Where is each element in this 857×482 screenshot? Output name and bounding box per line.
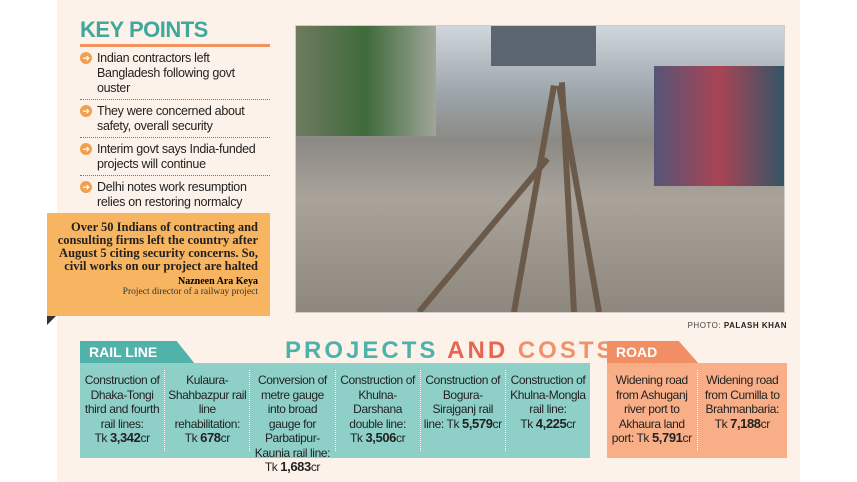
road-projects: Widening road from Ashuganj river port t… [607,363,787,458]
quote-author: Nazneen Ara Keya [178,276,258,287]
rail-projects: Construction of Dhaka-Tongi third and fo… [80,363,590,474]
quote-tail [47,316,56,325]
photo-stalls [654,66,784,186]
project-description: Construction of Khulna-Darshana double l… [340,373,415,431]
projects-heading: PROJECTS AND COSTS [285,337,616,364]
photo-credit: PHOTO: PALASH KHAN [687,321,787,330]
arrow-bullet-icon: ➔ [80,105,92,117]
project-description: Construction of Khulna-Mongla rail line: [510,373,586,416]
photo-rail [556,84,602,312]
project-item: Widening road from Ashuganj river port t… [607,370,698,451]
project-description: Conversion of metre gauge into broad gau… [254,373,331,460]
road-tab: ROAD [607,341,699,364]
key-point: ➔ They were concerned about safety, overa… [80,100,270,138]
railway-photo [295,25,785,313]
project-description: Widening road from Ashuganj river port t… [611,373,688,445]
project-cost: 3,506 [365,430,396,445]
project-item: Construction of Dhaka-Tongi third and fo… [80,370,166,451]
photo-buildings [296,26,436,136]
project-cost: 3,342 [109,430,141,445]
key-point: ➔ Interim govt says India-funded projects… [80,138,270,176]
project-cost: 5,579 [462,415,493,431]
arrow-bullet-icon: ➔ [80,143,92,155]
project-description: Kulaura-Shahbazpur rail line rehabilitat… [168,373,247,431]
key-points: KEY POINTS ➔ Indian contractors left Bang… [80,18,270,213]
project-item: Kulaura-Shahbazpur rail line rehabilitat… [165,370,251,451]
quote-author-role: Project director of a railway project [122,287,258,297]
project-cost: 7,188 [730,415,761,431]
project-cost: 678 [200,430,221,445]
project-item: Construction of Khulna-Darshana double l… [336,370,421,451]
key-points-title: KEY POINTS [80,18,270,47]
project-cost: 5,791 [651,430,683,445]
project-item: Widening road from Cumilla to Brahmanbar… [704,373,780,431]
arrow-bullet-icon: ➔ [80,52,92,64]
project-description: Construction of Dhaka-Tongi third and fo… [84,373,160,431]
key-point: ➔ Delhi notes work resumption relies on r… [80,176,270,213]
project-item: Construction of Bogura-Sirajganj rail li… [421,370,506,451]
project-item: Construction of Khulna-Mongla rail line:… [510,373,586,431]
quote-text: Over 50 Indians of contracting and consu… [57,220,258,273]
project-cost: 4,225 [535,415,567,431]
rail-line-tab: RAIL LINE [80,341,195,364]
key-point: ➔ Indian contractors left Bangladesh foll… [80,47,270,100]
quote-box: Over 50 Indians of contracting and consu… [47,213,270,316]
project-description: Construction of Bogura-Sirajganj rail li… [423,373,501,431]
project-description: Widening road from Cumilla to Brahmanbar… [704,373,780,416]
arrow-bullet-icon: ➔ [80,181,92,193]
project-item: Conversion of metre gauge into broad gau… [250,370,336,474]
photo-overpass [491,26,596,66]
project-cost: 1,683 [280,459,311,474]
